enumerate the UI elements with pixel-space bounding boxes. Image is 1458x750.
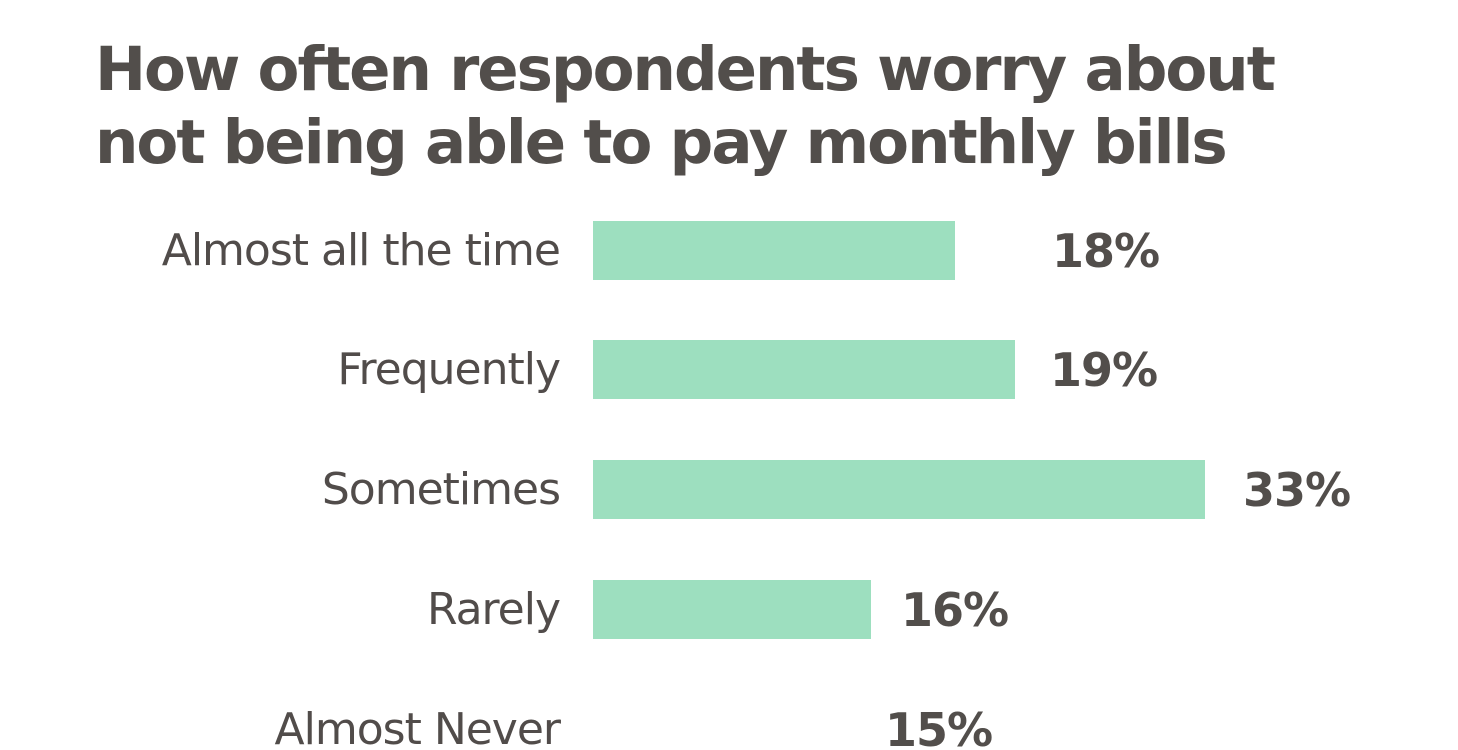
- value-label: 15%: [885, 702, 993, 750]
- chart-title: How often respondents worry about not be…: [95, 33, 1435, 179]
- category-label: Frequently: [337, 344, 561, 395]
- category-label: Almost all the time: [161, 225, 561, 276]
- value-label: 19%: [1050, 342, 1158, 397]
- bar-almost-all-the-time: [593, 221, 955, 280]
- chart-title-line1: How often respondents worry about: [95, 33, 1276, 105]
- bar-row-almost-never: Almost Never 15%: [0, 700, 1458, 750]
- bar-sometimes: [593, 460, 1205, 519]
- value-label: 18%: [1052, 223, 1160, 278]
- bar-rarely: [593, 580, 871, 639]
- category-label: Almost Never: [274, 704, 561, 750]
- bar-frequently: [593, 340, 1015, 399]
- bar-row-almost-all-the-time: Almost all the time 18%: [0, 221, 1458, 280]
- bar-row-rarely: Rarely 16%: [0, 580, 1458, 639]
- chart-title-line2: not being able to pay monthly bills: [95, 106, 1228, 178]
- value-label: 16%: [901, 582, 1009, 637]
- value-label: 33%: [1243, 462, 1351, 517]
- category-label: Sometimes: [321, 464, 561, 515]
- bar-row-sometimes: Sometimes 33%: [0, 460, 1458, 519]
- category-label: Rarely: [426, 584, 561, 635]
- bar-row-frequently: Frequently 19%: [0, 340, 1458, 399]
